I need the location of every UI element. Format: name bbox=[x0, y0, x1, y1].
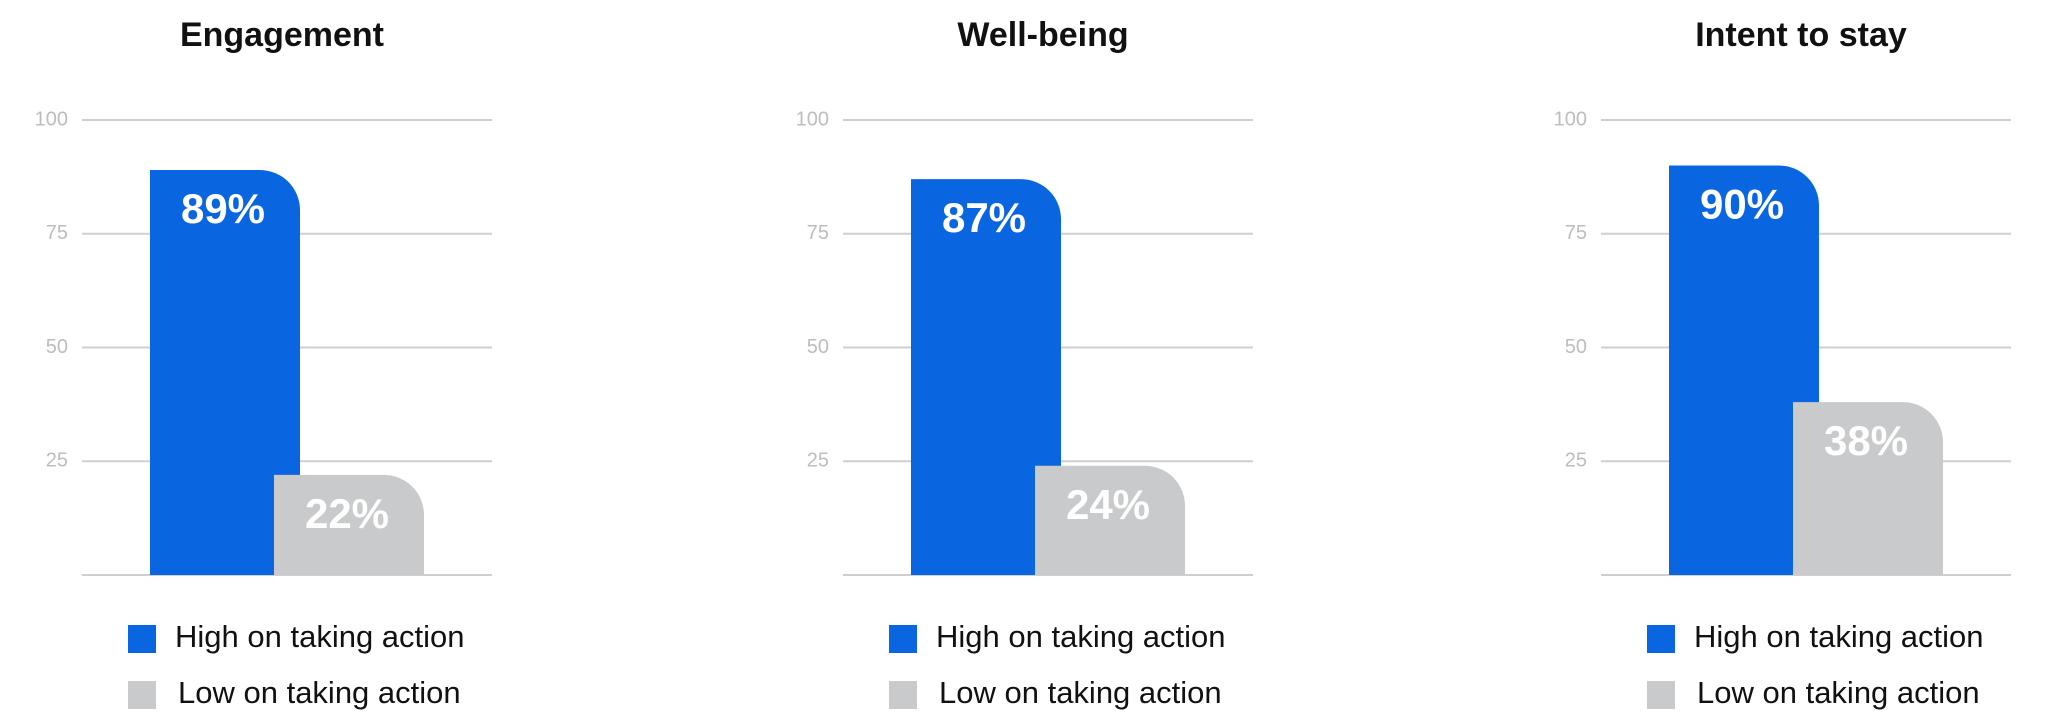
bar bbox=[911, 179, 1061, 575]
legend-swatch bbox=[889, 625, 917, 653]
legend-swatch bbox=[1647, 681, 1675, 709]
legend-label: Low on taking action bbox=[1697, 675, 1980, 710]
legend-swatch bbox=[1647, 625, 1675, 653]
y-tick-label: 25 bbox=[1565, 450, 1587, 472]
y-tick-label: 75 bbox=[807, 222, 829, 244]
chart-title: Well-being bbox=[957, 16, 1128, 54]
y-tick-label: 75 bbox=[1565, 222, 1587, 244]
y-tick-label: 50 bbox=[807, 336, 829, 358]
value-label: 22% bbox=[305, 490, 389, 537]
y-tick-label: 100 bbox=[1554, 108, 1587, 130]
value-label: 87% bbox=[942, 194, 1026, 241]
chart-title: Engagement bbox=[180, 16, 384, 54]
legend-swatch bbox=[889, 681, 917, 709]
y-tick-label: 25 bbox=[807, 450, 829, 472]
y-tick-label: 100 bbox=[35, 108, 68, 130]
chart-title: Intent to stay bbox=[1695, 16, 1907, 54]
y-tick-label: 25 bbox=[46, 450, 68, 472]
legend-label: Low on taking action bbox=[178, 675, 461, 710]
legend-label: High on taking action bbox=[175, 619, 465, 654]
legend-swatch bbox=[128, 625, 156, 653]
y-tick-label: 50 bbox=[46, 336, 68, 358]
legend-label: High on taking action bbox=[1694, 619, 1984, 654]
y-tick-label: 50 bbox=[1565, 336, 1587, 358]
legend-swatch bbox=[128, 681, 156, 709]
bar bbox=[1669, 165, 1819, 575]
y-tick-label: 75 bbox=[46, 222, 68, 244]
value-label: 89% bbox=[181, 185, 265, 232]
value-label: 90% bbox=[1700, 181, 1784, 228]
value-label: 24% bbox=[1066, 481, 1150, 528]
bar bbox=[150, 170, 300, 576]
legend-label: High on taking action bbox=[936, 619, 1226, 654]
value-label: 38% bbox=[1824, 417, 1908, 464]
y-tick-label: 100 bbox=[796, 108, 829, 130]
bar bbox=[274, 474, 424, 575]
bar bbox=[1793, 402, 1943, 575]
legend-label: Low on taking action bbox=[939, 675, 1222, 710]
bar bbox=[1035, 465, 1185, 575]
